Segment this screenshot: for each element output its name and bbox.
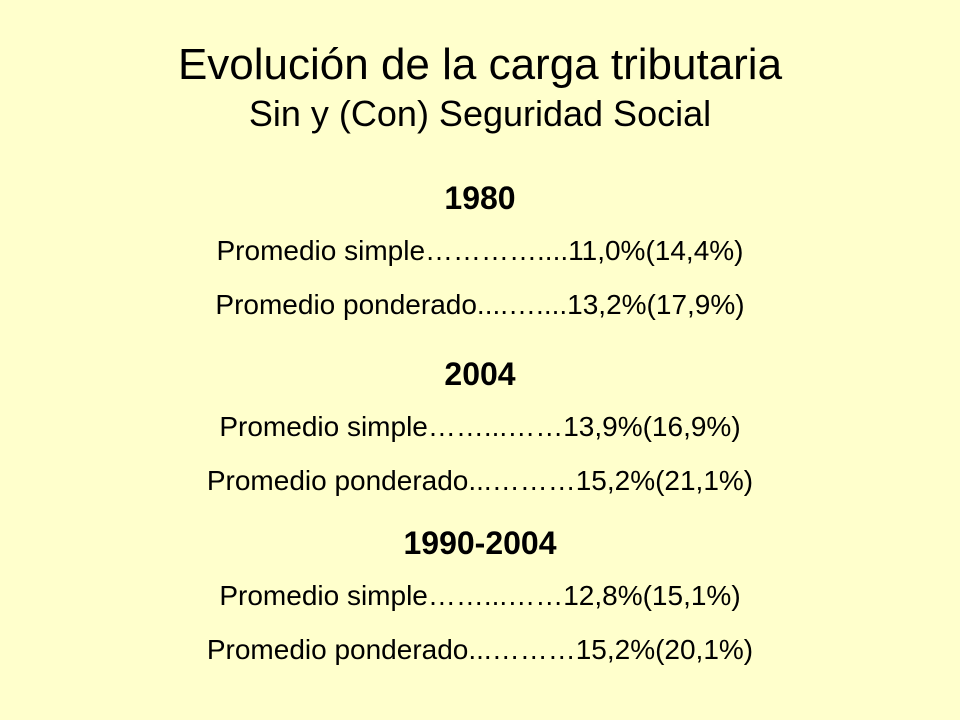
average-weighted-line: Promedio ponderado...………15,2%(21,1%) (206, 465, 754, 496)
section-year: 2004 (444, 356, 516, 392)
average-simple-line: Promedio simple…………....11,0%(14,4%) (216, 235, 744, 266)
section-1990-2004: 1990-2004 Promedio simple……...……12,8%(15… (0, 521, 960, 665)
section-2004: 2004 Promedio simple……...……13,9%(16,9%) … (0, 352, 960, 496)
section-year: 1980 (444, 180, 516, 216)
section-1980: 1980 Promedio simple…………....11,0%(14,4%)… (0, 176, 960, 320)
title-block: Evolución de la carga tributaria Sin y (… (0, 38, 960, 136)
slide-subtitle: Sin y (Con) Seguridad Social (248, 93, 712, 134)
average-weighted-line: Promedio ponderado....…....13,2%(17,9%) (215, 289, 745, 320)
average-weighted-line: Promedio ponderado...………15,2%(20,1%) (206, 634, 754, 665)
average-simple-line: Promedio simple……...……13,9%(16,9%) (219, 411, 741, 442)
slide-title: Evolución de la carga tributaria (177, 40, 783, 89)
average-simple-line: Promedio simple……...……12,8%(15,1%) (219, 580, 741, 611)
section-year: 1990-2004 (403, 525, 557, 561)
